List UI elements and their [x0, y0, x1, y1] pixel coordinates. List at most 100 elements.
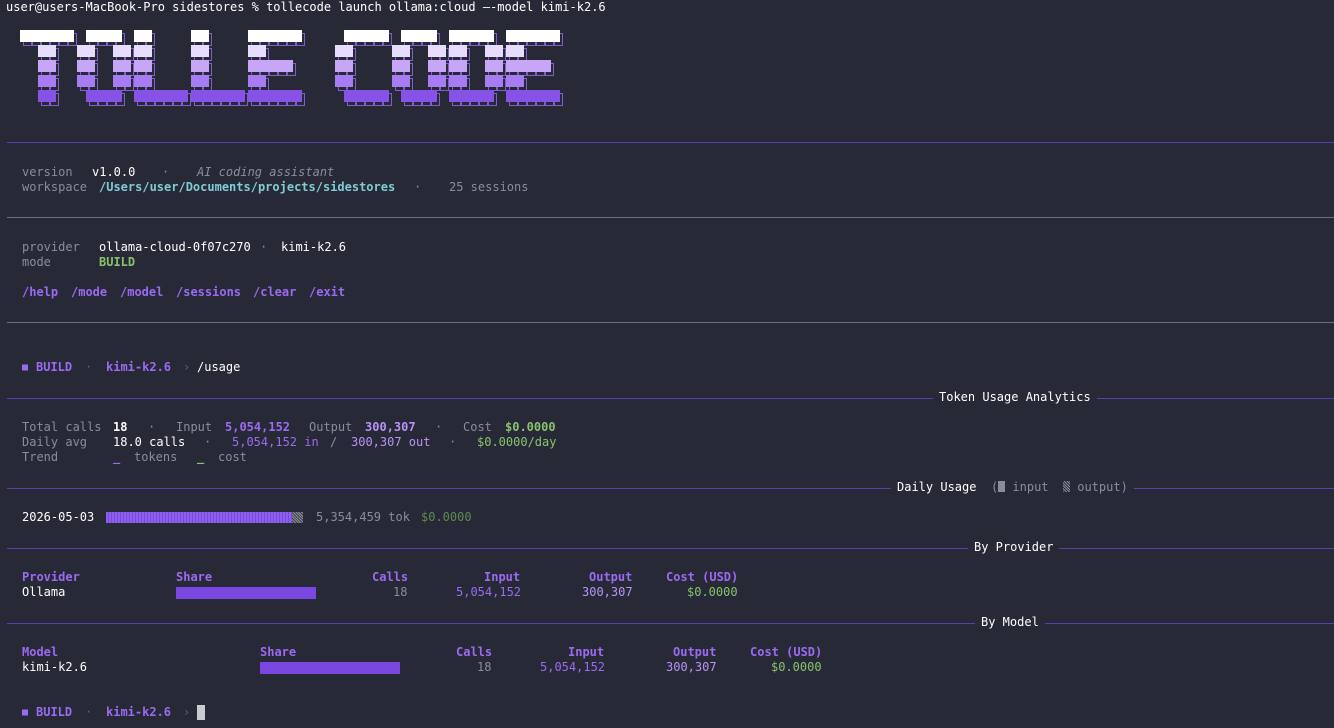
command-clear[interactable]: /clear — [253, 285, 297, 299]
logo-block — [143, 45, 152, 57]
logo-block — [248, 30, 257, 42]
model-value: kimi-k2.6 — [281, 240, 347, 254]
logo-block — [104, 90, 113, 102]
logo-block — [113, 75, 122, 87]
logo-block — [200, 75, 209, 87]
column-header-output: Output — [589, 570, 633, 584]
legend-open-paren: ( — [990, 480, 999, 494]
logo-block — [191, 30, 200, 42]
text-cursor[interactable] — [197, 705, 205, 720]
logo-block — [344, 45, 353, 57]
logo-block — [47, 30, 56, 42]
logo-block — [143, 90, 152, 102]
command-help[interactable]: /help — [22, 285, 59, 299]
logo-block — [209, 90, 218, 102]
model-input: 5,054,152 — [540, 660, 606, 674]
logo-block — [476, 90, 485, 102]
trend-label: Trend — [22, 450, 59, 464]
output-label: Output — [309, 420, 353, 434]
logo-block — [266, 90, 275, 102]
logo-block — [248, 60, 257, 72]
logo-block — [104, 30, 113, 42]
logo-block — [134, 75, 143, 87]
logo-block — [476, 30, 485, 42]
logo-block — [506, 60, 515, 72]
logo-block — [401, 30, 410, 42]
logo-block — [542, 90, 551, 102]
logo-block — [428, 75, 437, 87]
logo-block — [449, 75, 458, 87]
trend-cost-mark: _ — [197, 450, 205, 464]
logo-block — [200, 60, 209, 72]
logo-block — [257, 60, 266, 72]
logo-block — [77, 75, 86, 87]
logo-block — [515, 60, 524, 72]
tolle-code-logo — [20, 30, 580, 120]
logo-block — [494, 75, 503, 87]
logo-block — [86, 60, 95, 72]
logo-block — [419, 90, 428, 102]
logo-block — [335, 60, 344, 72]
logo-block — [191, 90, 200, 102]
logo-block — [449, 45, 458, 57]
logo-block — [362, 30, 371, 42]
command-sessions[interactable]: /sessions — [176, 285, 242, 299]
logo-block — [122, 60, 131, 72]
logo-block — [257, 30, 266, 42]
logo-block — [494, 45, 503, 57]
logo-block — [152, 90, 161, 102]
command-model[interactable]: /model — [120, 285, 164, 299]
separator-dot: · — [204, 435, 212, 449]
logo-block — [134, 30, 143, 42]
logo-block — [371, 90, 380, 102]
logo-block — [344, 60, 353, 72]
logo-block — [86, 75, 95, 87]
logo-block — [134, 45, 143, 57]
column-header-model: Model — [22, 645, 59, 659]
separator-dot: · — [85, 360, 93, 374]
logo-block — [485, 45, 494, 57]
logo-block — [38, 30, 47, 42]
logo-block — [533, 30, 542, 42]
mode-label: mode — [22, 255, 51, 269]
logo-block — [437, 60, 446, 72]
daily-avg-calls: 18.0 calls — [113, 435, 186, 449]
legend-output-swatch — [1062, 481, 1070, 492]
column-header-input: Input — [484, 570, 521, 584]
separator-dot: · — [162, 165, 170, 179]
command-mode[interactable]: /mode — [71, 285, 108, 299]
cost-label: Cost — [463, 420, 492, 434]
logo-block — [95, 90, 104, 102]
logo-block — [371, 30, 380, 42]
logo-block — [38, 75, 47, 87]
logo-block — [401, 45, 410, 57]
logo-block — [458, 90, 467, 102]
logo-block — [257, 45, 266, 57]
logo-block — [494, 60, 503, 72]
daily-cost: $0.0000 — [421, 510, 472, 524]
logo-block — [284, 90, 293, 102]
logo-block — [47, 60, 56, 72]
version-value: v1.0.0 — [92, 165, 136, 179]
input-value: 5,054,152 — [225, 420, 291, 434]
provider-input: 5,054,152 — [456, 585, 522, 599]
logo-block — [458, 30, 467, 42]
logo-block — [428, 30, 437, 42]
logo-block — [284, 30, 293, 42]
daily-date: 2026-05-03 — [22, 510, 95, 524]
logo-block — [65, 30, 74, 42]
column-header-share: Share — [176, 570, 213, 584]
section-rule — [7, 623, 1334, 624]
command-exit[interactable]: /exit — [309, 285, 346, 299]
column-header-cost: Cost (USD) — [750, 645, 823, 659]
logo-block — [542, 30, 551, 42]
logo-block — [485, 90, 494, 102]
workspace-label: workspace — [22, 180, 88, 194]
logo-block — [428, 60, 437, 72]
logo-block — [524, 60, 533, 72]
logo-block — [293, 90, 302, 102]
logo-block — [353, 90, 362, 102]
logo-block — [284, 60, 293, 72]
logo-block — [419, 30, 428, 42]
legend-input-label: input — [1012, 480, 1049, 494]
